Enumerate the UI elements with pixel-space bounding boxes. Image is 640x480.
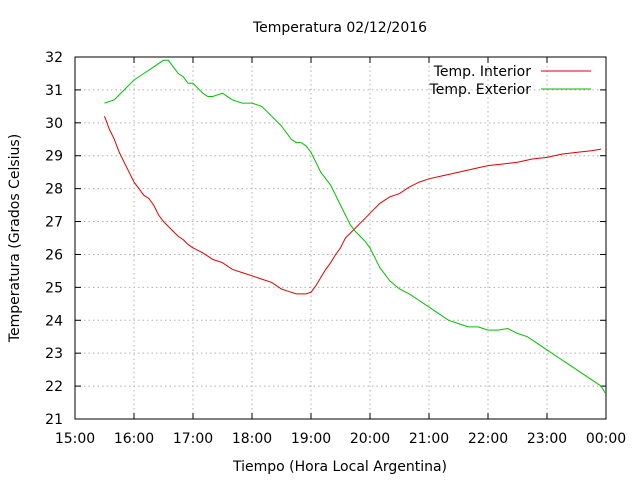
x-tick-label: 20:00 — [350, 431, 390, 447]
x-tick-label: 16:00 — [114, 431, 154, 447]
x-tick-label: 15:00 — [55, 431, 95, 447]
x-tick-label: 17:00 — [173, 431, 213, 447]
legend-label-interior: Temp. Interior — [433, 64, 532, 80]
x-tick-label: 23:00 — [527, 431, 567, 447]
chart-title: Temperatura 02/12/2016 — [252, 20, 427, 36]
y-tick-label: 30 — [45, 116, 63, 132]
y-tick-label: 23 — [45, 346, 63, 362]
plot-frame — [74, 56, 607, 420]
y-tick-label: 28 — [45, 182, 63, 198]
x-axis-label: Tiempo (Hora Local Argentina) — [232, 459, 447, 475]
x-tick-label: 19:00 — [291, 431, 331, 447]
legend: Temp. Interior Temp. Exterior — [429, 64, 591, 98]
y-tick-label: 31 — [45, 83, 63, 99]
series-line-interior — [104, 116, 602, 295]
y-tick-label: 21 — [45, 412, 63, 428]
y-axis-label: Temperatura (Grados Celsius) — [7, 134, 23, 343]
grid — [75, 57, 606, 419]
y-tick-label: 25 — [45, 280, 63, 296]
series-lines — [104, 59, 606, 393]
y-tick-label: 29 — [45, 149, 63, 165]
y-tick-label: 32 — [45, 50, 63, 66]
x-tick-label: 22:00 — [468, 431, 508, 447]
x-tick-label: 00:00 — [586, 431, 626, 447]
y-tick-label: 27 — [45, 215, 63, 231]
y-tick-label: 24 — [45, 313, 63, 329]
x-tick-label: 21:00 — [409, 431, 449, 447]
y-tick-label: 26 — [45, 247, 63, 263]
y-tick-label: 22 — [45, 379, 63, 395]
legend-label-exterior: Temp. Exterior — [429, 82, 532, 98]
axis-ticks: 21 22 23 24 25 26 27 28 29 30 31 32 15:00 16:00 17:00 1… — [45, 50, 626, 447]
series-line-exterior — [104, 59, 606, 393]
x-tick-label: 18:00 — [232, 431, 272, 447]
